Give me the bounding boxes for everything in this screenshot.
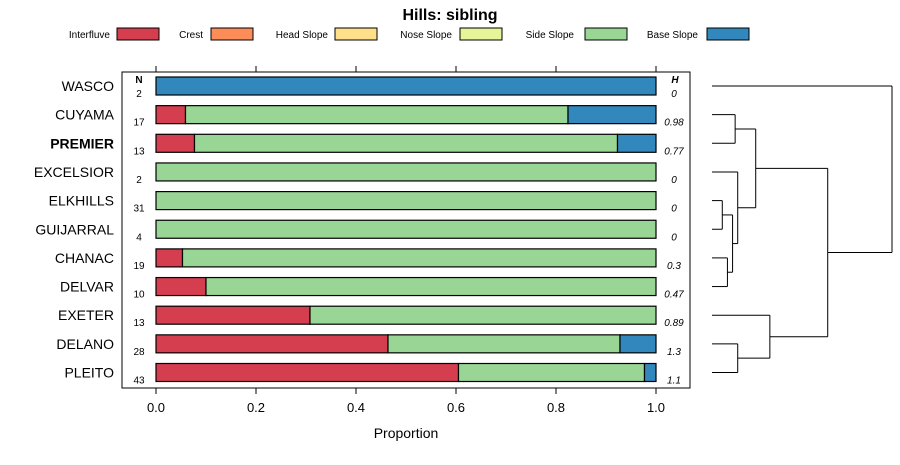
h-value-pleito: 1.1 (667, 376, 681, 387)
n-value-delano: 28 (133, 347, 145, 358)
x-tick-label: 0.4 (347, 400, 365, 415)
row-label-premier: PREMIER (50, 135, 114, 151)
h-value-chanac: 0.3 (667, 261, 681, 272)
legend-label-base-slope: Base Slope (647, 30, 699, 41)
legend-swatch-interfluve (116, 27, 160, 41)
x-tick-label: 1.0 (647, 400, 665, 415)
h-value-delvar: 0.47 (664, 290, 684, 301)
n-value-premier: 13 (133, 146, 145, 157)
legend-swatch-crest (210, 27, 254, 41)
row-labels: WASCO 2 0 CUYAMA 17 0.98 PREMIER 13 0.77 EXCELSIO… (34, 78, 684, 387)
h-value-elkhills: 0 (671, 204, 677, 215)
bar-segment-delvar-side-slope (205, 276, 657, 297)
h-value-exeter: 0.89 (664, 318, 684, 329)
n-value-delvar: 10 (133, 290, 145, 301)
n-value-guijarral: 4 (136, 232, 142, 243)
bar-segment-delano-side-slope (387, 334, 621, 354)
n-value-exeter: 13 (133, 318, 145, 329)
x-tick-label: 0.2 (247, 400, 265, 415)
bar-segment-excelsior-side-slope (155, 162, 657, 182)
x-tick-label: 0.6 (447, 400, 465, 415)
bar-segment-premier-base-slope (616, 133, 657, 153)
chart-title: Hills: sibling (402, 7, 497, 24)
h-value-wasco: 0 (671, 89, 677, 100)
plot-frame (121, 71, 691, 389)
legend-label-head-slope: Head Slope (276, 30, 329, 41)
legend-label-crest: Crest (179, 30, 203, 41)
row-label-pleito: PLEITO (64, 365, 114, 381)
h-value-delano: 1.3 (667, 347, 681, 358)
dendrogram (712, 85, 893, 373)
x-tick-label: 0.8 (547, 400, 565, 415)
row-label-elkhills: ELKHILLS (49, 193, 114, 209)
bar-segment-premier-interfluve (155, 133, 196, 153)
bar-segment-exeter-interfluve (155, 305, 311, 325)
bar-segment-elkhills-side-slope (155, 191, 657, 211)
bar-segment-exeter-side-slope (309, 305, 657, 325)
bar-segment-chanac-side-slope (181, 248, 657, 268)
bar-segment-wasco-base-slope (155, 76, 657, 96)
h-value-cuyama: 0.98 (664, 118, 684, 129)
legend-label-side-slope: Side Slope (526, 30, 575, 41)
row-label-exeter: EXETER (58, 307, 114, 323)
n-value-wasco: 2 (136, 89, 142, 100)
row-label-guijarral: GUIJARRAL (35, 221, 114, 237)
h-column-header: H (671, 75, 679, 86)
bar-segment-cuyama-base-slope (567, 105, 657, 125)
n-value-cuyama: 17 (133, 118, 145, 129)
n-value-excelsior: 2 (136, 175, 142, 186)
legend-swatch-base-slope (706, 27, 750, 41)
legend-label-interfluve: Interfluve (69, 30, 111, 41)
bar-segment-cuyama-interfluve (155, 105, 187, 125)
h-value-guijarral: 0 (671, 232, 677, 243)
row-label-delvar: DELVAR (60, 279, 114, 295)
legend-swatch-side-slope (584, 27, 628, 41)
bar-segment-guijarral-side-slope (155, 219, 657, 239)
n-value-elkhills: 31 (133, 204, 145, 215)
legend-swatch-nose-slope (459, 27, 503, 41)
legend-label-nose-slope: Nose Slope (400, 30, 452, 41)
row-label-excelsior: EXCELSIOR (34, 164, 114, 180)
bar-segment-chanac-interfluve (155, 248, 184, 268)
bar-segment-delvar-interfluve (155, 276, 207, 297)
bar-segment-pleito-interfluve (155, 362, 460, 383)
n-value-pleito: 43 (133, 376, 145, 387)
bar-segment-premier-side-slope (193, 133, 619, 153)
x-tick-label: 0.0 (147, 400, 165, 415)
row-label-delano: DELANO (56, 336, 114, 352)
n-column-header: N (135, 75, 142, 86)
legend-swatch-head-slope (334, 27, 378, 41)
legend: Interfluve Crest Head Slope Nose Slope Side … (69, 27, 750, 41)
bar-segment-pleito-base-slope (643, 362, 657, 383)
bar-segment-delano-interfluve (155, 334, 389, 354)
n-value-chanac: 19 (133, 261, 145, 272)
row-label-chanac: CHANAC (55, 250, 114, 266)
bar-segment-pleito-side-slope (457, 362, 646, 383)
row-label-cuyama: CUYAMA (55, 107, 115, 123)
bar-segment-cuyama-side-slope (184, 105, 569, 125)
h-value-premier: 0.77 (664, 146, 684, 157)
bars (155, 76, 657, 383)
row-label-wasco: WASCO (62, 78, 114, 94)
bar-segment-delano-base-slope (619, 334, 657, 354)
h-value-excelsior: 0 (671, 175, 677, 186)
x-axis: 0.0 0.2 0.4 0.6 0.8 1.0 (147, 66, 665, 415)
x-axis-title: Proportion (374, 425, 439, 441)
